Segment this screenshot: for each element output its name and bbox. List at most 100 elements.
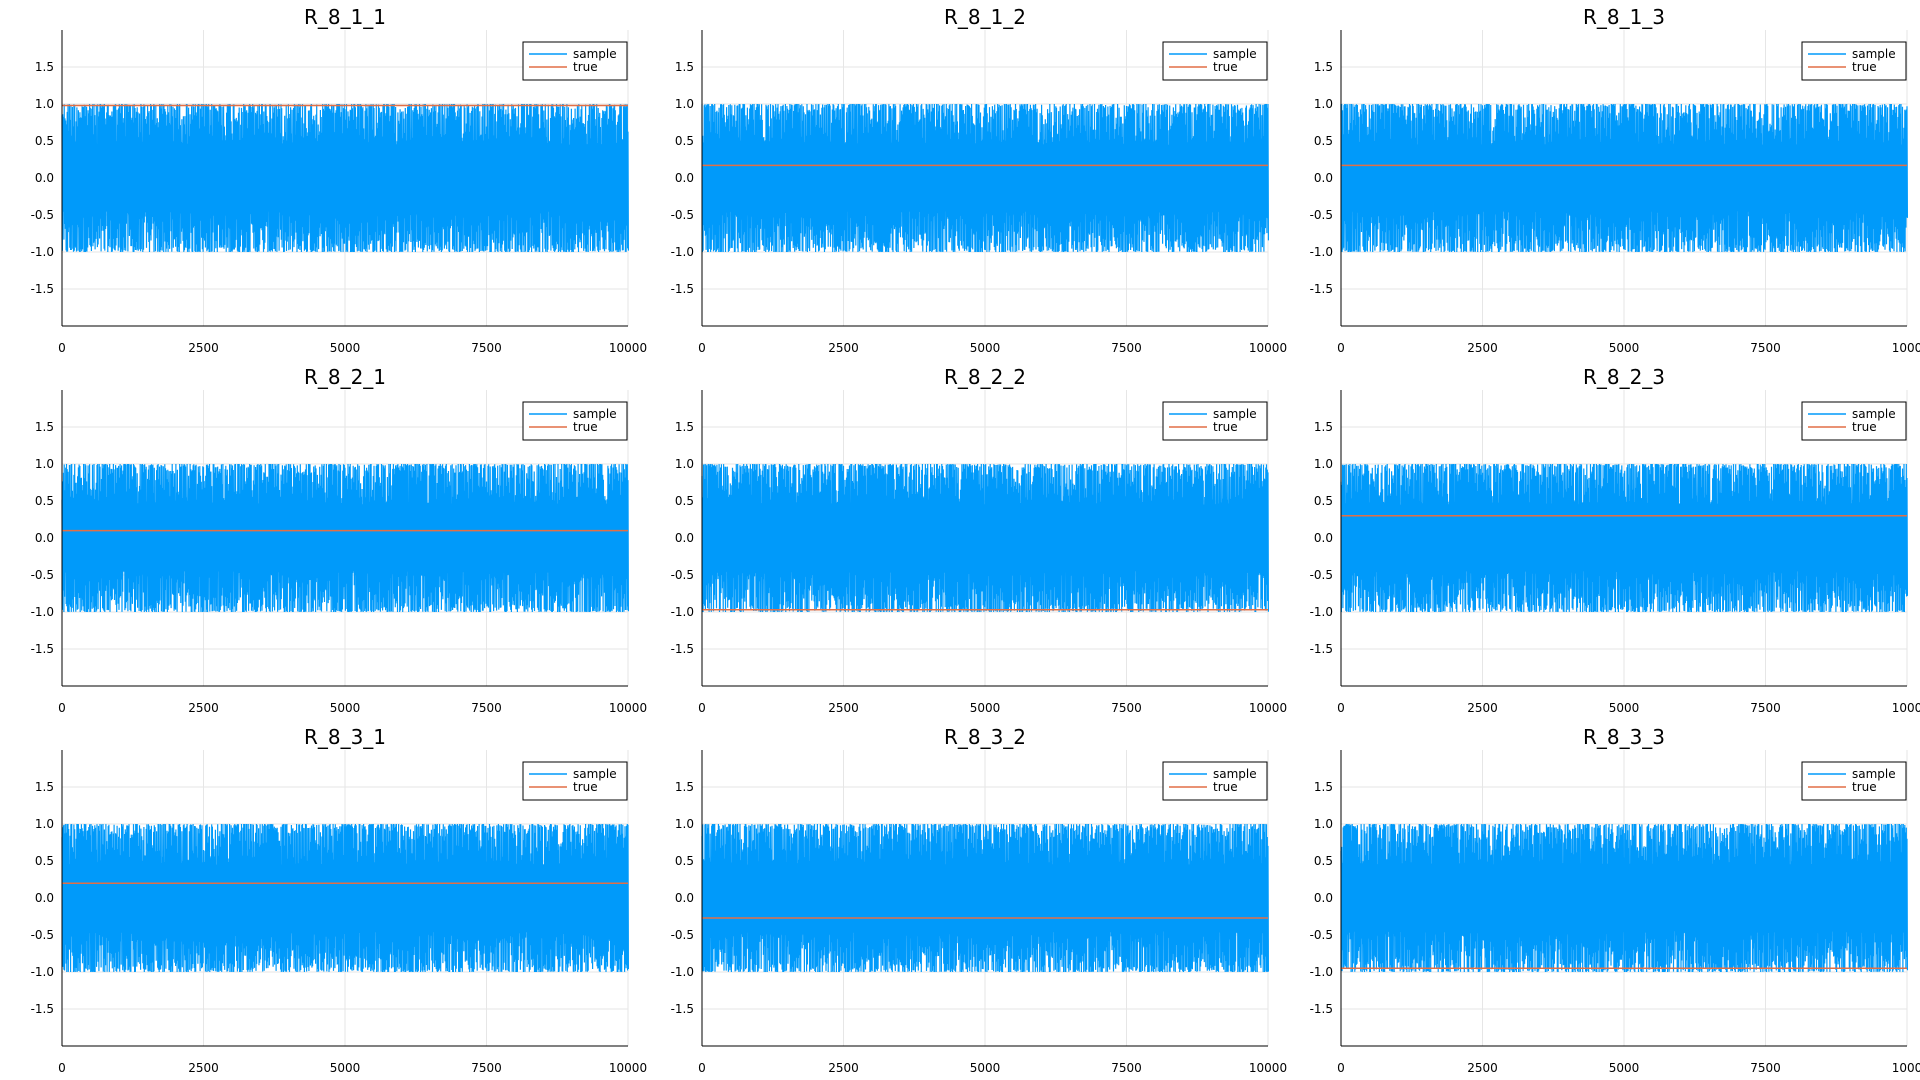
y-tick-label: 0.0: [675, 531, 694, 545]
y-tick-label: 1.5: [1314, 420, 1333, 434]
y-tick-label: 0.0: [35, 531, 54, 545]
x-tick-label: 0: [58, 701, 66, 715]
legend-label-sample: sample: [573, 767, 617, 781]
y-tick-label: 1.0: [35, 457, 54, 471]
legend-label-true: true: [1852, 60, 1877, 74]
sample-series-line: [1340, 103, 1908, 253]
x-tick-label: 2500: [188, 1061, 219, 1075]
subplot-r-8-3-2: R_8_3_2 -1.5 -1.0 -0.5 0.0 0.5 1.0 1.5 0 2500 5000…: [671, 725, 1288, 1075]
legend-label-true: true: [1852, 780, 1877, 794]
y-tick-label: 0.0: [35, 171, 54, 185]
x-tick-label: 7500: [471, 1061, 502, 1075]
subplot-title: R_8_1_1: [304, 5, 386, 29]
legend-box: [1801, 401, 1907, 441]
x-tick-label: 2500: [828, 341, 859, 355]
sample-series-line: [1340, 463, 1908, 613]
sample-series-line: [701, 463, 1269, 613]
legend-label-sample: sample: [573, 47, 617, 61]
legend-label-sample: sample: [1213, 407, 1257, 421]
y-tick-label: 0.5: [675, 494, 694, 508]
y-tick-label: 1.5: [1314, 60, 1333, 74]
legend-box: [1162, 41, 1268, 81]
y-tick-label: 0.5: [1314, 494, 1333, 508]
x-tick-label: 0: [1337, 1061, 1345, 1075]
sample-series-line: [701, 103, 1269, 253]
y-tick-label: -1.5: [1310, 1002, 1333, 1016]
y-tick-label: 0.5: [35, 494, 54, 508]
x-tick-label: 5000: [970, 1061, 1001, 1075]
legend-label-sample: sample: [573, 407, 617, 421]
legend-label-sample: sample: [1213, 47, 1257, 61]
y-tick-label: -1.5: [31, 1002, 54, 1016]
y-tick-label: -0.5: [671, 208, 694, 222]
y-tick-label: -0.5: [1310, 568, 1333, 582]
x-tick-label: 5000: [1609, 1061, 1640, 1075]
y-tick-label: -0.5: [671, 928, 694, 942]
y-tick-label: 0.0: [35, 891, 54, 905]
y-tick-label: 0.0: [1314, 891, 1333, 905]
y-tick-label: 1.0: [1314, 817, 1333, 831]
subplot-r-8-1-3: R_8_1_3 -1.5 -1.0 -0.5 0.0 0.5 1.0 1.5 0 2500 5000…: [1310, 5, 1920, 355]
y-tick-label: -0.5: [31, 568, 54, 582]
legend-box: [1801, 41, 1907, 81]
y-tick-label: 1.5: [675, 60, 694, 74]
y-tick-label: 1.5: [35, 60, 54, 74]
x-tick-label: 7500: [1111, 701, 1142, 715]
x-tick-label: 5000: [970, 341, 1001, 355]
x-tick-label: 0: [1337, 701, 1345, 715]
legend-box: [1162, 761, 1268, 801]
y-tick-label: -1.0: [31, 245, 54, 259]
sample-series-line: [701, 823, 1269, 973]
y-tick-label: 0.5: [675, 134, 694, 148]
subplot-title: R_8_1_3: [1583, 5, 1665, 29]
y-tick-label: -1.5: [31, 282, 54, 296]
legend-label-true: true: [1213, 780, 1238, 794]
subplot-title: R_8_2_2: [944, 365, 1026, 389]
y-tick-label: 1.0: [35, 97, 54, 111]
legend-label-sample: sample: [1852, 407, 1896, 421]
y-tick-label: 0.0: [675, 891, 694, 905]
y-tick-label: 0.5: [675, 854, 694, 868]
y-tick-label: 0.5: [35, 854, 54, 868]
y-tick-label: -0.5: [1310, 928, 1333, 942]
x-tick-label: 2500: [188, 341, 219, 355]
subplot-r-8-3-3: R_8_3_3 -1.5 -1.0 -0.5 0.0 0.5 1.0 1.5 0 2500 5000…: [1310, 725, 1920, 1075]
legend-label-sample: sample: [1852, 767, 1896, 781]
y-tick-label: -1.0: [671, 965, 694, 979]
y-tick-label: 1.0: [675, 97, 694, 111]
y-tick-label: -1.5: [31, 642, 54, 656]
x-tick-label: 0: [698, 341, 706, 355]
x-tick-label: 0: [58, 341, 66, 355]
x-tick-label: 2500: [188, 701, 219, 715]
y-tick-label: 1.5: [35, 420, 54, 434]
subplot-title: R_8_2_1: [304, 365, 386, 389]
x-tick-label: 7500: [1111, 341, 1142, 355]
x-tick-label: 10000: [609, 341, 647, 355]
y-tick-label: -1.5: [671, 282, 694, 296]
y-tick-label: -1.0: [671, 245, 694, 259]
y-tick-label: 0.5: [1314, 134, 1333, 148]
y-tick-label: -1.5: [671, 642, 694, 656]
subplot-title: R_8_3_1: [304, 725, 386, 749]
x-tick-label: 5000: [330, 1061, 361, 1075]
legend-label-true: true: [573, 420, 598, 434]
x-tick-label: 2500: [1467, 701, 1498, 715]
x-tick-label: 7500: [1111, 1061, 1142, 1075]
y-tick-label: 0.0: [1314, 171, 1333, 185]
legend-box: [522, 761, 628, 801]
legend-label-true: true: [573, 60, 598, 74]
y-tick-label: 0.5: [35, 134, 54, 148]
x-tick-label: 0: [698, 701, 706, 715]
x-tick-label: 10000: [1249, 1061, 1287, 1075]
x-tick-label: 7500: [1750, 701, 1781, 715]
sample-series-line: [61, 823, 629, 973]
x-tick-label: 1000: [1892, 1061, 1920, 1075]
x-tick-label: 0: [1337, 341, 1345, 355]
legend-label-true: true: [573, 780, 598, 794]
x-tick-label: 5000: [330, 341, 361, 355]
y-tick-label: 1.0: [1314, 97, 1333, 111]
y-tick-label: -1.5: [671, 1002, 694, 1016]
legend-label-true: true: [1852, 420, 1877, 434]
subplot-r-8-1-1: R_8_1_1 -1.5 -1.0 -0.5 0.0 0.5 1.0 1.5 0 2500 5000…: [31, 5, 648, 355]
x-tick-label: 2500: [828, 701, 859, 715]
